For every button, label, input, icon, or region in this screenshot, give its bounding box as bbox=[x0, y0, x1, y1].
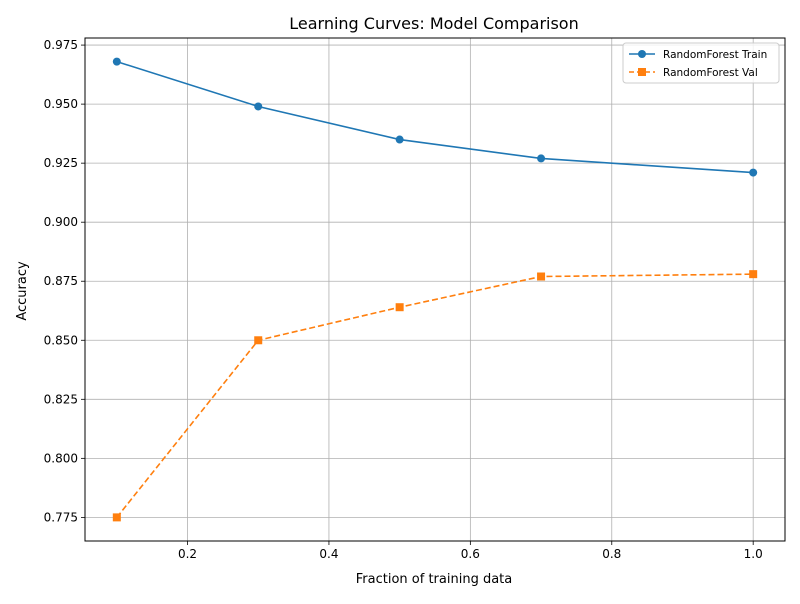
data-series bbox=[112, 57, 758, 522]
y-axis-label: Accuracy bbox=[15, 261, 30, 321]
plot-area-frame bbox=[84, 37, 786, 542]
legend: RandomForest Train RandomForest Val bbox=[622, 42, 780, 84]
data-point-marker bbox=[537, 154, 546, 163]
x-axis-label: Fraction of training data bbox=[356, 572, 512, 587]
series-group bbox=[112, 57, 758, 177]
y-tick-label: 0.975 bbox=[44, 38, 78, 52]
y-tick-label: 0.825 bbox=[44, 392, 78, 406]
data-point-marker bbox=[749, 270, 758, 279]
data-point-marker bbox=[395, 303, 404, 312]
x-tick-label: 1.0 bbox=[744, 547, 763, 561]
x-tick-label: 0.6 bbox=[461, 547, 480, 561]
data-point-marker bbox=[395, 135, 404, 144]
legend-marker bbox=[638, 68, 646, 76]
x-tick-label: 0.4 bbox=[319, 547, 338, 561]
data-point-marker bbox=[749, 168, 758, 177]
data-point-marker bbox=[112, 57, 121, 66]
y-tick-label: 0.800 bbox=[44, 451, 78, 465]
data-point-marker bbox=[254, 102, 263, 111]
legend-label: RandomForest Val bbox=[663, 67, 758, 79]
y-tick-label: 0.900 bbox=[44, 215, 78, 229]
data-point-marker bbox=[537, 272, 546, 281]
x-tick-label: 0.2 bbox=[178, 547, 197, 561]
series-group bbox=[112, 270, 758, 522]
y-tick-label: 0.775 bbox=[44, 510, 78, 524]
data-point-marker bbox=[112, 513, 121, 522]
y-tick-label: 0.925 bbox=[44, 156, 78, 170]
axis-ticks: 0.2 0.4 0.6 0.8 1.0 0.775 0.800 0.825 0.850 0.875… bbox=[44, 38, 763, 561]
legend-marker bbox=[638, 50, 646, 58]
chart-title: Learning Curves: Model Comparison bbox=[289, 14, 578, 33]
legend-box bbox=[622, 42, 780, 84]
y-tick-label: 0.850 bbox=[44, 333, 78, 347]
y-tick-label: 0.950 bbox=[44, 97, 78, 111]
legend-label: RandomForest Train bbox=[663, 49, 767, 61]
x-tick-label: 0.8 bbox=[602, 547, 621, 561]
data-point-marker bbox=[254, 336, 263, 345]
y-tick-label: 0.875 bbox=[44, 274, 78, 288]
